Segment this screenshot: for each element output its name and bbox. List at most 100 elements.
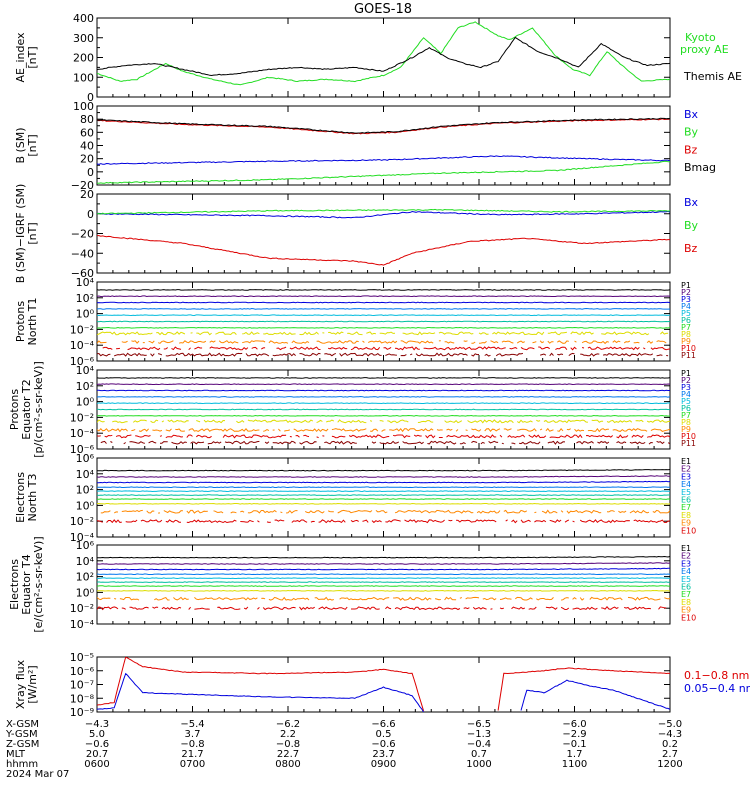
orbit-value: −2.9 bbox=[562, 729, 586, 740]
plot-area bbox=[97, 117, 670, 184]
orbit-value: −0.8 bbox=[180, 739, 204, 750]
y-tick-label: 10⁴ bbox=[76, 364, 95, 377]
orbit-value: −4.3 bbox=[658, 729, 682, 740]
y-tick-label: 10² bbox=[76, 380, 94, 393]
plot-area bbox=[97, 555, 670, 609]
legend-label: E6 bbox=[681, 496, 691, 505]
series-line-p9 bbox=[97, 427, 670, 433]
orbit-value: −4.3 bbox=[85, 719, 109, 730]
y-tick-label: 10⁶ bbox=[76, 539, 95, 552]
orbit-value: −1.3 bbox=[467, 729, 491, 740]
orbit-value: 1200 bbox=[657, 759, 682, 770]
legend-label: E9 bbox=[681, 606, 691, 615]
orbit-value: 3.7 bbox=[185, 729, 201, 740]
legend-label: E6 bbox=[681, 583, 691, 592]
orbit-row-label: hhmm bbox=[6, 759, 38, 770]
panel-frame bbox=[96, 17, 671, 98]
series-line-e6 bbox=[97, 494, 670, 496]
y-tick-label: 0 bbox=[87, 91, 94, 104]
plot-area bbox=[97, 21, 670, 86]
legend-label: E3 bbox=[681, 559, 691, 568]
legend-label: Themis AE bbox=[683, 70, 742, 83]
y-axis-label-line: Equator T4 bbox=[20, 554, 33, 614]
y-axis-label-line: Protons bbox=[8, 389, 21, 430]
series-line-e1 bbox=[97, 469, 670, 472]
orbit-value: 0900 bbox=[371, 759, 396, 770]
series-line-e5 bbox=[97, 577, 670, 580]
series-line-p7 bbox=[97, 414, 670, 417]
y-axis-label-line: Protons bbox=[14, 301, 27, 342]
series-line-p1 bbox=[97, 377, 670, 379]
legend-label: P2 bbox=[681, 288, 691, 297]
legend-label: E5 bbox=[681, 575, 691, 584]
plot-area bbox=[97, 289, 670, 357]
orbit-value: 2.7 bbox=[662, 749, 678, 760]
y-tick-label: 10⁻⁴ bbox=[70, 427, 95, 440]
legend-label: Bx bbox=[684, 196, 699, 209]
panel-bigrf: −60 −40 −20 0 20 B (SM)−IGRF (SM)[nT] Bx By Bz bbox=[14, 184, 699, 284]
orbit-row-label: MLT bbox=[6, 749, 26, 760]
legend-label: P8 bbox=[681, 330, 691, 339]
orbit-value: −6.6 bbox=[371, 719, 395, 730]
y-tick-label: 10⁰ bbox=[76, 308, 95, 321]
legend-label: P1 bbox=[681, 281, 691, 290]
panel-ae: 0 100 200 300 400 AE_index[nT] Kyoto proxy AE Th… bbox=[14, 12, 742, 104]
y-tick-label: 10² bbox=[76, 484, 94, 497]
legend-label-line: proxy AE bbox=[680, 43, 729, 56]
series-line-p10 bbox=[97, 434, 670, 439]
legend-label: By bbox=[684, 219, 699, 232]
y-axis-label-line: Equator T2 bbox=[20, 379, 33, 439]
y-axis-label-line: North T3 bbox=[26, 474, 39, 522]
y-tick-label: −40 bbox=[71, 247, 94, 260]
series-line-p6 bbox=[97, 320, 670, 323]
orbit-table: X-GSM −4.3 −5.4 −6.2 −6.6 −6.5 −6.0 −5.0 Y-GSM 5.… bbox=[5, 719, 683, 780]
series-line-bmag bbox=[97, 117, 670, 134]
legend-label: E5 bbox=[681, 488, 691, 497]
legend-label: E1 bbox=[681, 457, 691, 466]
orbit-value: −5.0 bbox=[658, 719, 682, 730]
y-tick-label: 10² bbox=[76, 571, 94, 584]
legend-label: P9 bbox=[681, 337, 691, 346]
legend-label: P6 bbox=[681, 316, 691, 325]
series-line-e5 bbox=[97, 490, 670, 493]
y-axis-label-line: AE_index bbox=[14, 32, 27, 83]
orbit-value: 23.7 bbox=[372, 749, 394, 760]
series-line-e3 bbox=[97, 480, 670, 484]
y-tick-label: 100 bbox=[73, 100, 94, 113]
series-line-by bbox=[97, 208, 670, 215]
panel-electrons_t4: 10⁻⁴ 10⁻² 10⁰ 10² 10⁴ 10⁶ ElectronsEquator T4[… bbox=[8, 536, 696, 632]
y-tick-label: −20 bbox=[71, 228, 94, 241]
orbit-value: 21.7 bbox=[181, 749, 203, 760]
y-axis-label: ElectronsNorth T3 bbox=[14, 472, 39, 523]
orbit-value: 1100 bbox=[562, 759, 587, 770]
legend-label: P6 bbox=[681, 404, 691, 413]
y-tick-label: −60 bbox=[71, 267, 94, 280]
y-tick-label: 100 bbox=[73, 71, 94, 84]
plot-area bbox=[97, 377, 670, 445]
y-tick-label: 10⁻² bbox=[70, 411, 94, 424]
legend-label: E7 bbox=[681, 503, 691, 512]
legend-label: 0.1−0.8 nm bbox=[684, 669, 749, 682]
series-line-e10 bbox=[97, 519, 670, 524]
legend-label: Bz bbox=[684, 242, 698, 255]
orbit-value: −0.6 bbox=[85, 739, 109, 750]
series-line-p5 bbox=[97, 402, 670, 405]
series-line-e9 bbox=[97, 596, 670, 601]
y-axis-label-line: Xray flux bbox=[14, 659, 27, 709]
orbit-date: 2024 Mar 07 bbox=[6, 769, 69, 780]
legend-label: E7 bbox=[681, 590, 691, 599]
legend-label: E4 bbox=[681, 567, 691, 576]
series-line-p2 bbox=[97, 295, 670, 298]
series-line-e6 bbox=[97, 581, 670, 583]
y-tick-label: 10⁻⁶ bbox=[70, 665, 95, 678]
y-tick-label: 10⁴ bbox=[76, 276, 95, 289]
legend-label: E2 bbox=[681, 552, 691, 561]
y-tick-label: 20 bbox=[80, 188, 94, 201]
orbit-value: 0.7 bbox=[471, 749, 487, 760]
y-tick-label: 40 bbox=[80, 140, 94, 153]
series-line-e1 bbox=[97, 555, 670, 559]
y-tick-label: 10⁻² bbox=[70, 602, 94, 615]
